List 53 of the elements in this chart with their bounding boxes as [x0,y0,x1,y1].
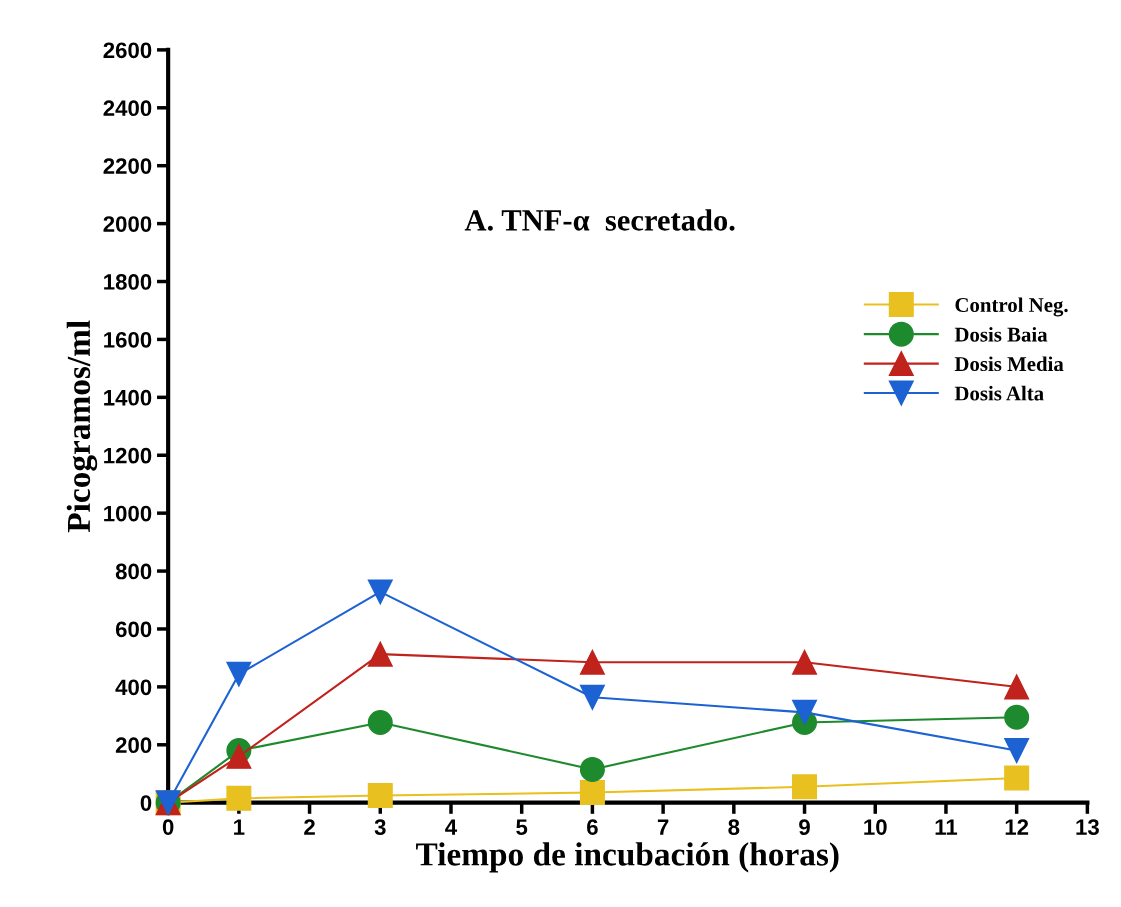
x-tick-label: 5 [516,819,528,835]
x-tick-label: 3 [374,819,386,836]
y-tick-label: 2400 [103,100,152,117]
point [226,785,252,811]
y-tick-label: 600 [115,621,152,638]
y-tick-label: 800 [115,563,152,580]
y-tick-label: 1200 [104,447,152,464]
legend-label: Control Neg. [955,297,1068,317]
x-tick-label: 8 [728,819,740,835]
y-axis-title: Picogramos/ml [66,320,98,533]
x-tick-label: 7 [657,819,669,835]
point [579,684,605,710]
legend-label: Dosis Media [954,356,1064,372]
y-tick-label: 1000 [104,505,152,522]
point [367,579,393,605]
x-tick-label: 12 [1005,819,1029,835]
y-tick-label: 0 [140,795,152,811]
point [579,649,605,675]
y-tick-label: 1600 [104,331,152,348]
legend-label: Dosis Baia [954,326,1048,342]
x-tick-label: 2 [304,819,315,835]
point [226,743,252,769]
point [792,649,818,675]
point [367,641,393,667]
x-tick-label: 10 [864,819,887,835]
x-tick-label: 6 [587,819,598,835]
y-tick-label: 200 [115,737,152,754]
x-tick-label: 1 [234,819,245,835]
point [367,782,393,808]
text: A. TNF-α secretado. [464,209,735,231]
y-tick-label: 2200 [103,158,152,174]
y-tick-label: 1800 [104,274,152,290]
y-tick-label: 2600 [103,42,152,59]
point [1004,738,1030,764]
y-tick-label: 400 [115,679,152,696]
y-tick-label: 1400 [104,389,152,406]
x-tick-label: 9 [799,819,810,835]
point [1004,704,1030,730]
y-tick-label: 2000 [103,216,152,232]
x-tick-label: 4 [445,819,458,835]
point [579,756,605,782]
legend-label: Dosis Alta [954,385,1044,401]
x-tick-label: 0 [162,819,174,835]
point [1004,765,1030,791]
point [792,774,818,800]
x-axis-title: Tiempo de incubación (horas) [416,842,839,873]
point [226,661,252,687]
point [367,709,393,735]
point [1004,674,1030,700]
point [792,699,818,725]
x-tick-label: 13 [1076,819,1099,836]
point [579,780,605,806]
x-tick-label: 11 [935,819,958,835]
